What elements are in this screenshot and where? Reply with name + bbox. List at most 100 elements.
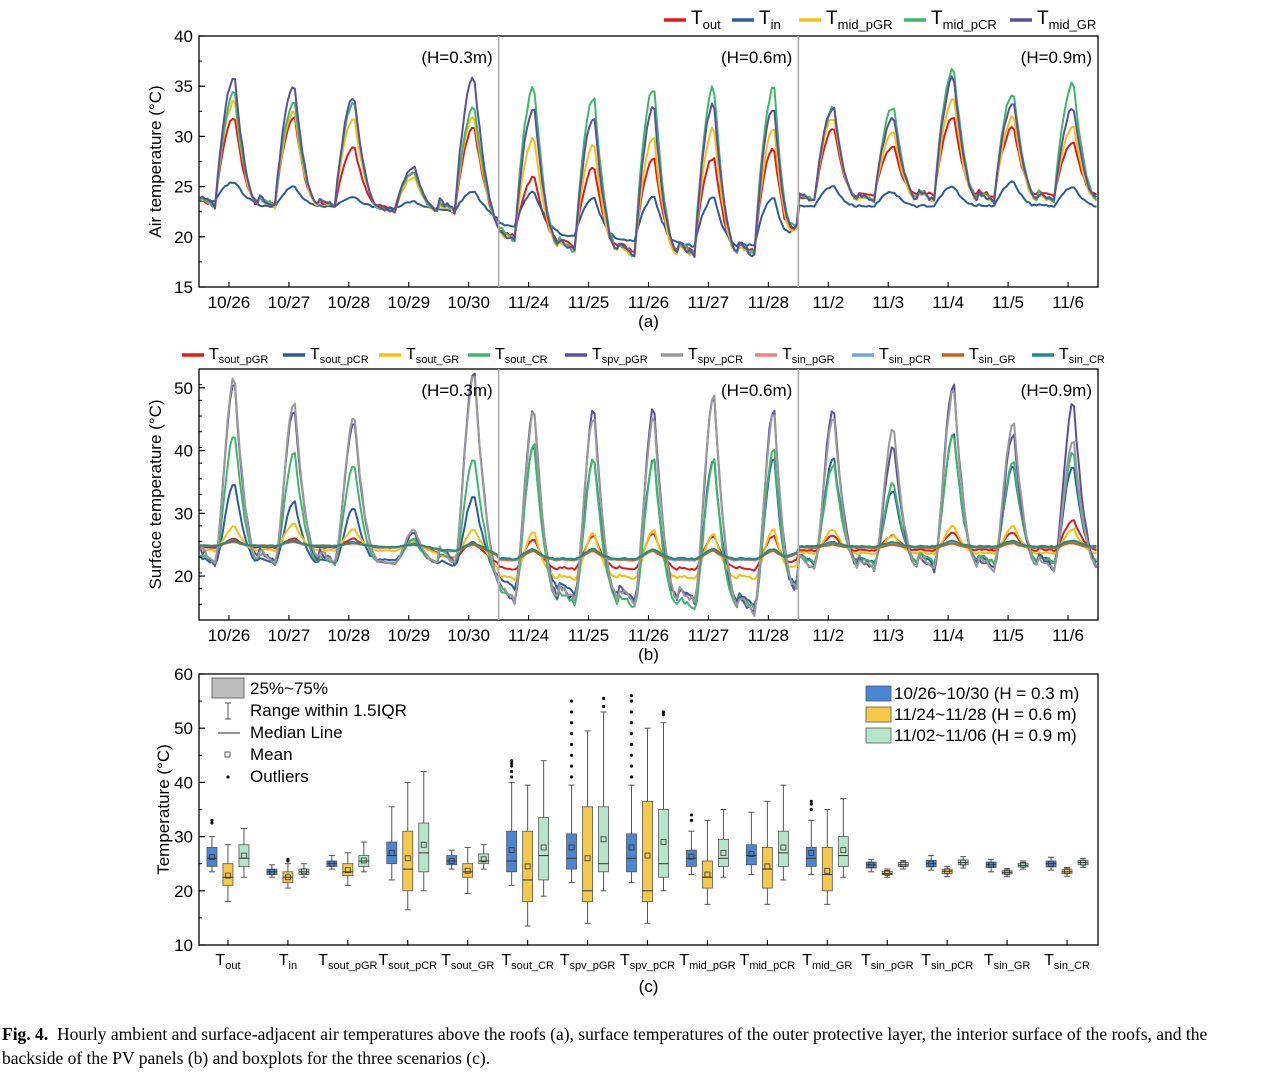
- x-tick-label: 11/3: [872, 293, 904, 312]
- x-tick-label: 11/26: [628, 626, 669, 645]
- legend-label-sout_pCR: Tsout_pCR: [310, 346, 369, 366]
- legend-label-mid_GR-main: T: [1037, 8, 1049, 29]
- x-tick-label: 11/5: [992, 626, 1024, 645]
- x-tick-label: 11/26: [628, 293, 669, 312]
- group-label-in-sub: in: [289, 960, 298, 972]
- legend-label-spv_pGR: Tspv_pGR: [592, 346, 648, 366]
- group-label-sout_pCR: Tsout_pCR: [378, 952, 437, 972]
- mean-marker: [780, 844, 787, 851]
- outlier-point: [210, 821, 214, 825]
- legend-label-sin_pGR: Tsin_pGR: [782, 346, 835, 366]
- x-tick-label: 11/4: [932, 293, 964, 312]
- outlier-point: [809, 807, 813, 812]
- mean-marker: [404, 855, 411, 862]
- x-tick-label: 10/30: [447, 626, 490, 645]
- group-label-in-main: T: [279, 952, 289, 969]
- legend-label-spv_pCR-sub: spv_pCR: [698, 354, 743, 366]
- group-label-sin_CR: Tsin_CR: [1044, 952, 1090, 972]
- key-box-swatch: [211, 677, 245, 699]
- legend-label-out: Tout: [691, 8, 721, 32]
- y-axis-label: Surface temperature (°C): [146, 399, 165, 589]
- mean-marker: [584, 855, 591, 862]
- mean-marker: [284, 874, 291, 881]
- mean-marker: [808, 849, 815, 856]
- box-iqr: [702, 860, 713, 889]
- x-tick-label: 11/25: [568, 293, 609, 312]
- group-label-sout_CR-main: T: [501, 952, 511, 969]
- y-tick-label: 40: [174, 27, 193, 46]
- box-iqr: [821, 847, 833, 892]
- mean-marker: [464, 867, 471, 874]
- series-line-in: [199, 180, 1097, 248]
- outlier-point: [629, 694, 634, 698]
- x-tick-label: 10/29: [387, 626, 430, 645]
- outlier-point: [601, 704, 606, 709]
- group-label-sout_pCR-main: T: [378, 952, 388, 969]
- key-mean-label: Mean: [250, 745, 293, 764]
- outlier-point: [210, 818, 214, 822]
- legend-label-mid_pGR: Tmid_pGR: [826, 8, 893, 32]
- outlier-point: [809, 802, 813, 806]
- segment-label: (H=0.6m): [721, 48, 792, 67]
- y-tick-label: 30: [174, 504, 193, 523]
- x-tick-label: 10/30: [447, 293, 490, 312]
- x-tick-label: 10/29: [387, 293, 430, 312]
- legend-label-sout_pGR: Tsout_pGR: [209, 346, 268, 366]
- mean-marker: [268, 868, 275, 875]
- panel-label: (a): [638, 312, 659, 331]
- y-tick-label: 30: [174, 828, 193, 847]
- legend-label-sout_GR-main: T: [406, 346, 416, 363]
- series-line-mid_pCR: [199, 67, 1098, 258]
- legend-label-mid_pGR-main: T: [826, 8, 838, 29]
- legend-label-sin_pGR-sub: sin_pGR: [792, 354, 835, 366]
- y-tick-label: 30: [174, 127, 193, 146]
- box-iqr: [238, 844, 250, 867]
- outlier-point: [629, 775, 634, 779]
- box-iqr: [837, 836, 849, 867]
- outlier-point: [629, 721, 634, 725]
- legend-label-sout_pCR-sub: sout_pCR: [320, 354, 369, 366]
- group-label-mid_pGR-main: T: [679, 952, 689, 969]
- mean-marker: [660, 839, 667, 845]
- mean-marker: [988, 861, 994, 868]
- x-tick-label: 11/5: [992, 293, 1024, 312]
- key-median-label: Median Line: [250, 723, 343, 742]
- panel-a-air-temperature: 15 20 25 30 35 40 Air temperature (°C) 10/26 10/…: [146, 8, 1099, 331]
- box-iqr: [761, 847, 773, 889]
- box-iqr: [222, 863, 234, 886]
- x-tick-label: 10/26: [208, 626, 251, 645]
- y-tick-label: 50: [174, 379, 193, 398]
- legend-label-sout_GR: Tsout_GR: [406, 346, 459, 366]
- scenario-label: 11/24~11/28 (H = 0.6 m): [894, 705, 1077, 724]
- group-label-mid_GR: Tmid_GR: [802, 952, 852, 972]
- outlier-point: [629, 753, 634, 757]
- box-iqr: [538, 817, 550, 881]
- mean-marker: [328, 860, 335, 867]
- group-label-sin_GR: Tsin_GR: [984, 952, 1031, 972]
- legend-label-sin_CR: Tsin_CR: [1059, 346, 1105, 366]
- legend-label-sin_pCR-main: T: [879, 346, 889, 363]
- mean-marker: [644, 852, 651, 859]
- y-tick-label: 20: [174, 567, 193, 586]
- outlier-point: [629, 699, 634, 703]
- box-iqr: [582, 806, 593, 903]
- group-label-mid_GR-sub: mid_GR: [812, 960, 852, 972]
- mean-marker: [868, 861, 875, 868]
- group-label-spv_pGR-sub: spv_pGR: [570, 960, 616, 972]
- panel-b-surface-temperature: 20 30 40 50 Surface temperature (°C) 10/26 10/…: [146, 346, 1105, 664]
- series-line-out: [199, 116, 1098, 255]
- box-iqr: [805, 847, 817, 867]
- group-label-mid_pGR: Tmid_pGR: [679, 952, 735, 972]
- legend-label-spv_pCR: Tspv_pCR: [688, 346, 743, 366]
- box-iqr: [777, 830, 789, 867]
- group-label-sout_pGR: Tsout_pGR: [318, 952, 377, 972]
- box-iqr: [462, 863, 474, 878]
- mean-marker: [480, 856, 487, 863]
- x-tick-label: 10/26: [208, 293, 251, 312]
- scenario-swatch: [865, 685, 892, 702]
- group-label-mid_pCR: Tmid_pCR: [740, 952, 796, 972]
- group-label-sin_CR-sub: sin_CR: [1054, 960, 1090, 972]
- series-line-sin_CR: [199, 539, 1097, 561]
- outlier-point: [661, 713, 666, 717]
- mean-marker: [524, 863, 531, 870]
